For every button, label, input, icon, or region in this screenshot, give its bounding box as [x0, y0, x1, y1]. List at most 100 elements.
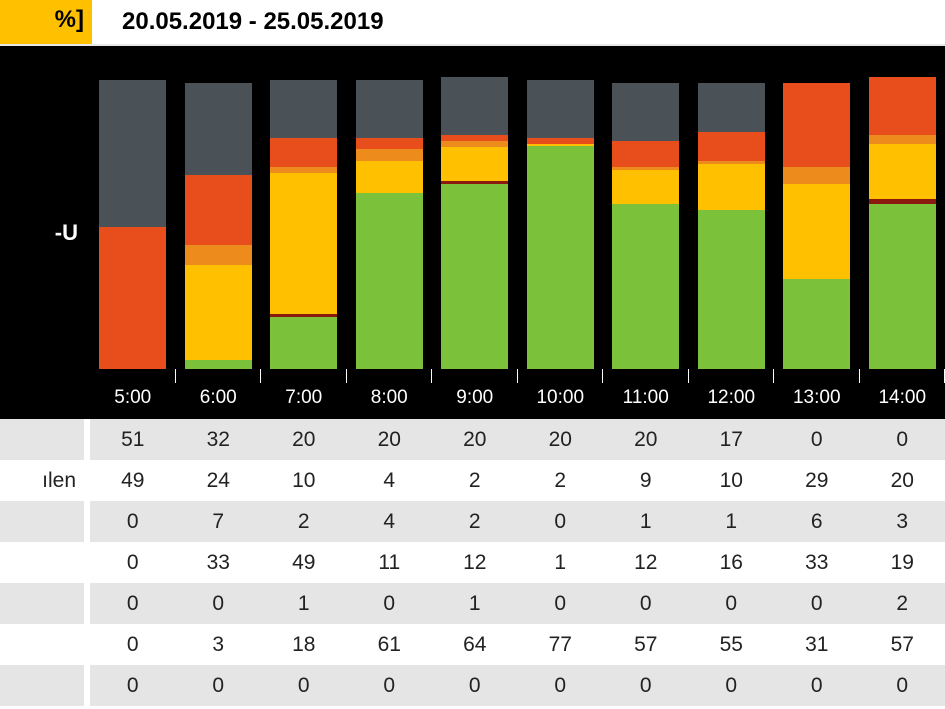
bar-segment-red: [356, 138, 423, 150]
table-cell: 11: [347, 542, 433, 583]
table-column: 2091120570: [603, 419, 689, 706]
bar-segment-darkgrey: [612, 83, 679, 141]
bar-segment-darkgrey: [356, 80, 423, 138]
bar-segment-darkgrey: [185, 83, 252, 175]
bar-segment-green: [185, 360, 252, 369]
bar-segment-darkgrey: [698, 83, 765, 132]
x-axis-label: 14:00: [860, 387, 945, 409]
bar-segment-yellow: [612, 170, 679, 205]
bar-segment-yellow: [356, 161, 423, 193]
table-column: 20102491180: [261, 419, 347, 706]
table-cell: 1: [689, 501, 775, 542]
table-cell: 12: [432, 542, 518, 583]
table-data-area: 5149000003224733030201024911802044110610…: [84, 419, 945, 706]
table-cell: 29: [774, 460, 860, 501]
bar-segment-red: [185, 175, 252, 244]
table-row-label: [0, 624, 84, 665]
bar-segment-green: [783, 279, 850, 369]
bar-segment-darkgrey: [441, 77, 508, 135]
table-row-label: [0, 665, 84, 706]
table-cell: 17: [689, 419, 775, 460]
stacked-bar: [356, 80, 423, 369]
dashboard-fragment: %] 20.05.2019 - 25.05.2019 -U 5:006:007:…: [0, 0, 945, 709]
table-cell: 57: [603, 624, 689, 665]
bar-segment-green: [612, 204, 679, 369]
table-cell: 0: [90, 624, 176, 665]
bar-segment-yellow: [698, 164, 765, 210]
table-cell: 1: [518, 542, 604, 583]
table-cell: 6: [774, 501, 860, 542]
bar-segment-yellow: [441, 147, 508, 182]
table-cell: 16: [689, 542, 775, 583]
table-cell: 3: [860, 501, 945, 542]
table-column: 3224733030: [176, 419, 262, 706]
chart-plot-area: 5:006:007:008:009:0010:0011:0012:0013:00…: [84, 46, 945, 419]
bar-segment-green: [698, 210, 765, 369]
bar-segment-darkgrey: [99, 80, 166, 227]
table-cell: 9: [603, 460, 689, 501]
x-axis-label: 9:00: [432, 387, 518, 409]
bar-segment-red: [783, 83, 850, 167]
stacked-bar: [270, 80, 337, 369]
bar-slot: 5:00: [90, 80, 176, 369]
header-bar: %] 20.05.2019 - 25.05.2019: [0, 0, 945, 46]
bar-segment-green: [527, 146, 594, 369]
table-cell: 0: [261, 665, 347, 706]
table-column: 17101160550: [689, 419, 775, 706]
table-cell: 7: [176, 501, 262, 542]
table-cell: 2: [261, 501, 347, 542]
table-cell: 19: [860, 542, 945, 583]
bar-slot: 13:00: [774, 80, 860, 369]
table-cell: 20: [432, 419, 518, 460]
table-cell: 10: [689, 460, 775, 501]
bar-segment-green: [869, 204, 936, 369]
table-column: 2044110610: [347, 419, 433, 706]
bar-segment-yellow: [270, 173, 337, 315]
bar-slot: 12:00: [689, 80, 775, 369]
bar-segment-darkgrey: [527, 80, 594, 138]
table-cell: 0: [432, 665, 518, 706]
table-cell: 0: [176, 583, 262, 624]
table-cell: 77: [518, 624, 604, 665]
date-range-title: 20.05.2019 - 25.05.2019: [92, 0, 384, 44]
table-cell: 20: [860, 460, 945, 501]
table-cell: 24: [176, 460, 262, 501]
x-axis-label: 13:00: [774, 387, 860, 409]
bar-slot: 6:00: [176, 80, 262, 369]
table-cell: 0: [347, 583, 433, 624]
table-cell: 0: [518, 583, 604, 624]
table-cell: 20: [261, 419, 347, 460]
table-cell: 57: [860, 624, 945, 665]
table-column: 0296330310: [774, 419, 860, 706]
table-cell: 20: [603, 419, 689, 460]
bar-segment-yellow: [869, 144, 936, 199]
table-cell: 0: [860, 665, 945, 706]
table-row-label: [0, 501, 84, 542]
table-column: 514900000: [90, 419, 176, 706]
x-axis-label: 5:00: [90, 387, 176, 409]
bar-segment-red: [270, 138, 337, 167]
bar-segment-orange: [869, 135, 936, 144]
table-cell: 4: [347, 460, 433, 501]
x-axis-label: 6:00: [176, 387, 262, 409]
bar-segment-red: [612, 141, 679, 167]
bar-segment-red: [869, 77, 936, 135]
bar-segment-orange: [783, 167, 850, 184]
stacked-bar-chart: -U 5:006:007:008:009:0010:0011:0012:0013…: [0, 46, 945, 419]
table-cell: 2: [860, 583, 945, 624]
stacked-bar: [612, 83, 679, 369]
x-axis-label: 10:00: [518, 387, 604, 409]
stacked-bar: [527, 80, 594, 369]
table-cell: 4: [347, 501, 433, 542]
bar-slot: 8:00: [347, 80, 433, 369]
table-cell: 0: [860, 419, 945, 460]
table-cell: 20: [518, 419, 604, 460]
table-cell: 61: [347, 624, 433, 665]
table-cell: 20: [347, 419, 433, 460]
table-column: 202010770: [518, 419, 604, 706]
table-row-label: [0, 583, 84, 624]
stacked-bar: [783, 83, 850, 369]
table-cell: 0: [90, 542, 176, 583]
table-cell: 0: [774, 583, 860, 624]
table-cell: 64: [432, 624, 518, 665]
